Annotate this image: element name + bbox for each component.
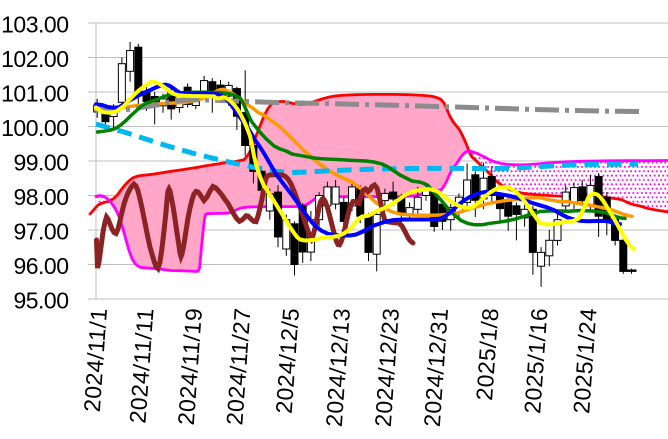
svg-text:99.00: 99.00 [13, 150, 68, 176]
svg-text:98.00: 98.00 [13, 184, 68, 210]
svg-text:103.00: 103.00 [1, 12, 68, 38]
svg-text:101.00: 101.00 [1, 81, 68, 107]
svg-text:2025/1/8: 2025/1/8 [471, 307, 503, 401]
svg-text:102.00: 102.00 [1, 46, 68, 72]
svg-text:96.00: 96.00 [13, 253, 68, 279]
svg-text:100.00: 100.00 [1, 115, 68, 141]
svg-text:97.00: 97.00 [13, 219, 68, 245]
svg-text:95.00: 95.00 [13, 288, 68, 314]
